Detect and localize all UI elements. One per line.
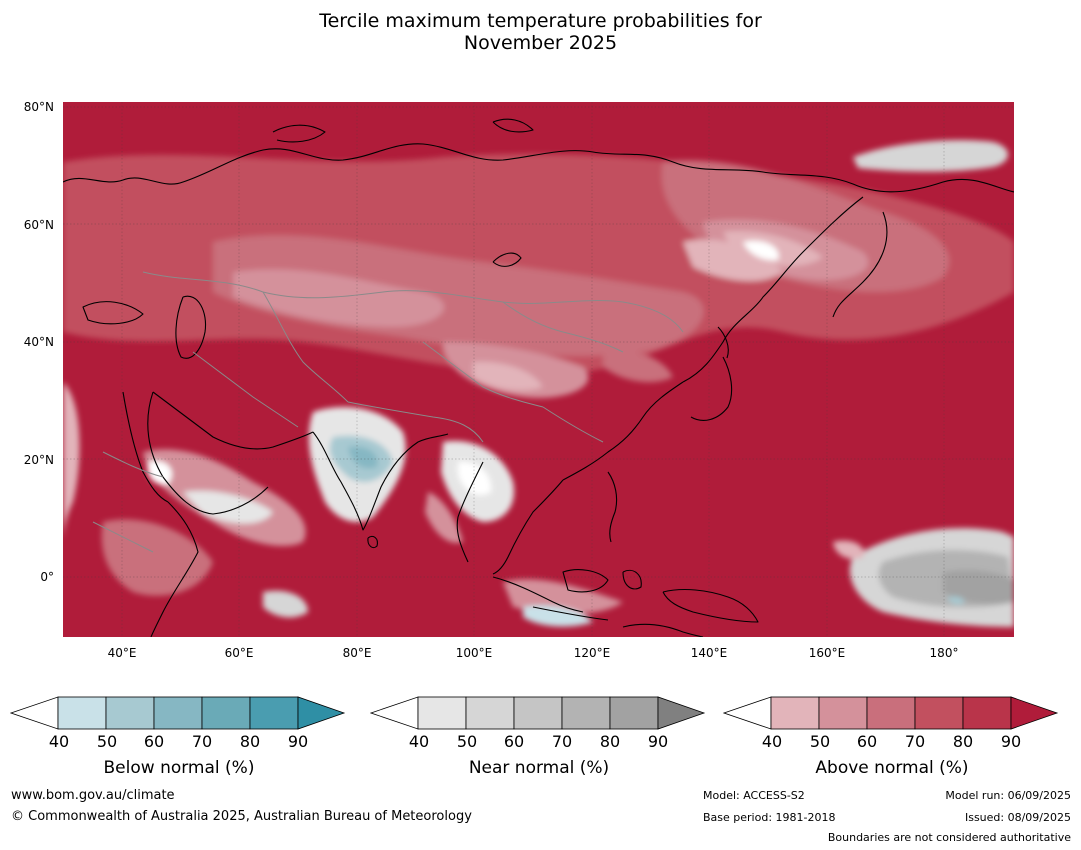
below-tick-40: 40 [48, 732, 70, 751]
above-tick-90: 90 [1000, 732, 1022, 751]
near-bin-70 [561, 696, 611, 730]
below-tick-60: 60 [143, 732, 165, 751]
lat-label-60n: 60°N [23, 218, 54, 232]
colorbar-near-normal [370, 696, 706, 730]
issued-text: Issued: 08/09/2025 [964, 811, 1071, 824]
near-bin-80 [609, 696, 659, 730]
above-underflow-triangle [723, 696, 772, 730]
lat-label-80n: 80°N [23, 100, 54, 114]
above-tick-50: 50 [809, 732, 831, 751]
below-overflow-triangle [297, 696, 346, 730]
colorbar-above-normal [723, 696, 1059, 730]
above-tick-40: 40 [761, 732, 783, 751]
above-bin-50 [818, 696, 868, 730]
chart-title: Tercile maximum temperature probabilitie… [0, 10, 1081, 54]
near-tick-80: 80 [599, 732, 621, 751]
lon-label-140e: 140°E [690, 646, 728, 660]
lon-label-120e: 120°E [573, 646, 611, 660]
above-bin-70 [914, 696, 964, 730]
below-bin-80 [249, 696, 299, 730]
above-tick-60: 60 [856, 732, 878, 751]
below-tick-80: 80 [239, 732, 261, 751]
below-bin-50 [105, 696, 155, 730]
below-bin-60 [153, 696, 203, 730]
near-normal-label: Near normal (%) [468, 758, 610, 778]
copyright-text: © Commonwealth of Australia 2025, Austra… [11, 809, 472, 824]
coastlines [63, 118, 1014, 637]
near-tick-70: 70 [551, 732, 573, 751]
website-text: www.bom.gov.au/climate [11, 788, 175, 803]
graticule [63, 102, 1014, 637]
title-line-1: Tercile maximum temperature probabilitie… [319, 10, 762, 32]
below-tick-70: 70 [191, 732, 213, 751]
title-line-2: November 2025 [463, 32, 618, 54]
below-bin-40 [57, 696, 107, 730]
base-period-text: Base period: 1981-2018 [703, 811, 836, 824]
above-tick-70: 70 [904, 732, 926, 751]
near-underflow-triangle [370, 696, 419, 730]
above-bin-60 [866, 696, 916, 730]
below-tick-50: 50 [96, 732, 118, 751]
colorbar-below-normal [10, 696, 346, 730]
above-normal-label: Above normal (%) [815, 758, 969, 778]
lat-label-0: 0° [40, 570, 54, 584]
model-text: Model: ACCESS-S2 [703, 789, 805, 802]
above-tick-80: 80 [952, 732, 974, 751]
probability-contours [63, 140, 1014, 627]
model-run-text: Model run: 06/09/2025 [945, 789, 1071, 802]
near-tick-40: 40 [408, 732, 430, 751]
near-tick-50: 50 [456, 732, 478, 751]
near-tick-60: 60 [503, 732, 525, 751]
forecast-map [63, 102, 1014, 637]
lat-label-20n: 20°N [23, 453, 54, 467]
below-bin-70 [201, 696, 251, 730]
near-bin-40 [417, 696, 467, 730]
lat-label-40n: 40°N [23, 335, 54, 349]
below-normal-label: Below normal (%) [103, 758, 255, 778]
lon-label-100e: 100°E [455, 646, 493, 660]
above-bin-40 [770, 696, 820, 730]
near-bin-50 [465, 696, 515, 730]
below-tick-90: 90 [287, 732, 309, 751]
near-overflow-triangle [657, 696, 706, 730]
lon-label-40e: 40°E [107, 646, 137, 660]
lon-label-160e: 160°E [808, 646, 846, 660]
lon-label-180: 180° [929, 646, 959, 660]
above-overflow-triangle [1010, 696, 1059, 730]
near-tick-90: 90 [647, 732, 669, 751]
near-bin-60 [513, 696, 563, 730]
country-borders [92, 271, 684, 553]
lon-label-60e: 60°E [224, 646, 254, 660]
below-underflow-triangle [10, 696, 59, 730]
lon-label-80e: 80°E [342, 646, 372, 660]
above-bin-80 [962, 696, 1012, 730]
boundaries-disclaimer: Boundaries are not considered authoritat… [827, 831, 1071, 844]
